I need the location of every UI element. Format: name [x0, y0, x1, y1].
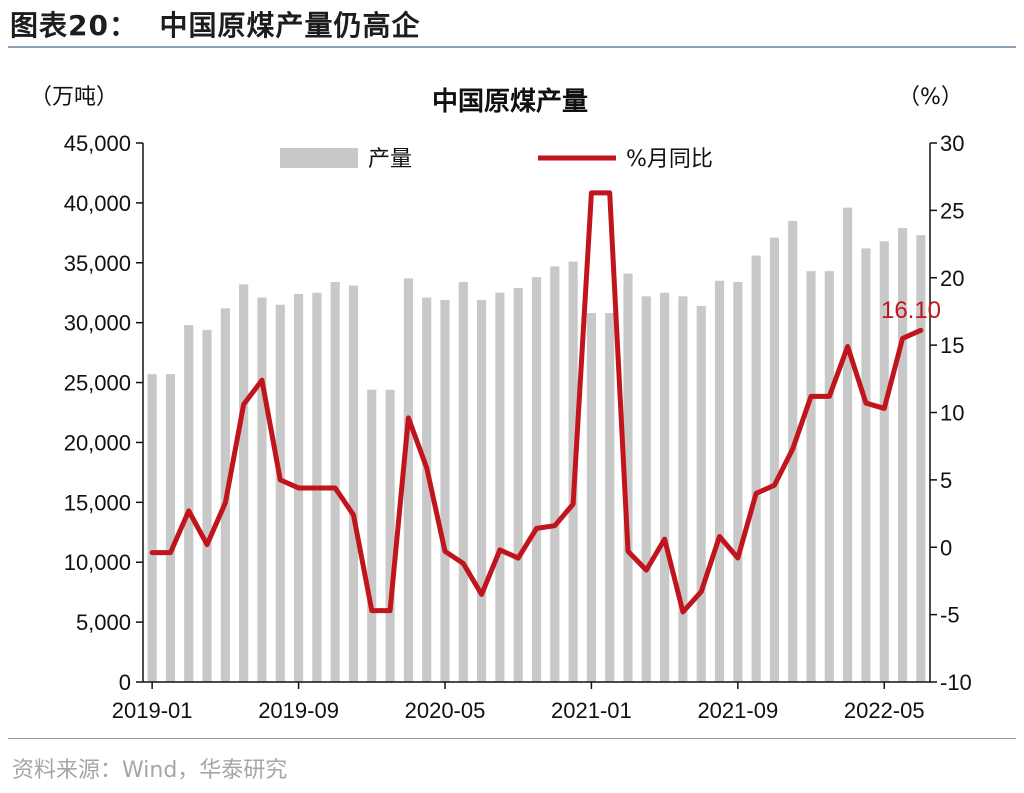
right-tick-label: 5: [940, 468, 952, 493]
x-tick-label: 2019-01: [112, 698, 193, 723]
right-tick-label: 20: [940, 266, 964, 291]
bar-2020-07: [477, 299, 487, 682]
legend-label-output: 产量: [368, 147, 412, 172]
left-tick-label: 25,000: [64, 371, 131, 396]
bar-2022-06: [897, 228, 908, 683]
bar-2022-03: [843, 207, 853, 682]
legend-label-yoy: %月同比: [626, 147, 713, 172]
x-tick-label: 2020-05: [405, 698, 486, 723]
line-series: [149, 190, 924, 615]
legend: 产量 %月同比: [280, 147, 713, 172]
bar-2021-03: [623, 273, 633, 682]
right-tick-label: 0: [940, 535, 952, 560]
bar-2020-08: [495, 292, 505, 682]
bar-2022-07: [916, 235, 926, 683]
bar-2021-05: [660, 292, 670, 682]
left-tick-label: 10,000: [64, 550, 131, 575]
bar-2019-04: [202, 329, 212, 682]
bar-2020-04: [422, 297, 432, 682]
right-tick-label: 10: [940, 401, 964, 426]
left-tick-label: 15,000: [64, 490, 131, 515]
left-axis-unit: （万吨）: [30, 85, 118, 110]
bar-2019-01: [147, 374, 157, 682]
bar-2019-07: [257, 297, 267, 682]
x-tick-label: 2021-01: [551, 698, 632, 723]
bar-2021-02: [605, 313, 615, 682]
source-divider: [8, 738, 1016, 739]
bar-2020-01: [367, 389, 377, 682]
x-tick-label: 2019-09: [258, 698, 339, 723]
bar-2019-02: [165, 374, 176, 682]
left-tick-label: 20,000: [64, 430, 131, 455]
right-tick-label: 25: [940, 198, 964, 223]
yoy-line: [149, 190, 924, 615]
bar-2021-08: [714, 280, 725, 682]
bar-2019-11: [330, 281, 340, 682]
left-tick-label: 35,000: [64, 251, 131, 276]
bar-2022-05: [879, 241, 889, 682]
left-tick-label: 5,000: [76, 610, 131, 635]
right-axis-unit: （%）: [898, 85, 963, 110]
bar-2020-11: [550, 266, 560, 682]
right-tick-label: -10: [940, 670, 972, 695]
left-tick-label: 40,000: [64, 191, 131, 216]
chart-title: 中国原煤产量: [432, 87, 588, 117]
left-tick-label: 0: [119, 670, 131, 695]
bar-2019-06: [239, 284, 249, 682]
bar-2020-03: [403, 278, 413, 682]
right-tick-label: 15: [940, 333, 964, 358]
bar-2021-10: [751, 255, 761, 682]
figure-title: 图表20： 中国原煤产量仍高企: [10, 9, 421, 42]
x-tick-label: 2022-05: [844, 698, 925, 723]
bar-2020-02: [385, 389, 395, 682]
bar-2020-06: [458, 281, 468, 682]
right-tick-label: -5: [940, 603, 960, 628]
title-divider: [8, 46, 1016, 48]
legend-swatch-output: [280, 148, 358, 168]
x-tick-label: 2021-09: [697, 698, 778, 723]
left-tick-label: 45,000: [64, 131, 131, 156]
bar-2021-06: [678, 296, 688, 682]
bar-2021-01: [586, 313, 596, 682]
bar-2021-11: [769, 237, 779, 682]
bar-2022-04: [861, 248, 871, 682]
bar-2020-09: [513, 287, 523, 682]
bar-2020-05: [440, 299, 450, 682]
bar-2021-07: [696, 305, 706, 682]
bar-2019-12: [348, 285, 359, 682]
bar-2020-10: [531, 277, 542, 682]
left-tick-label: 30,000: [64, 311, 131, 336]
bar-2022-01: [806, 271, 816, 682]
bar-2021-09: [733, 281, 743, 682]
last-value-label: 16.10: [881, 297, 941, 324]
bar-2019-08: [275, 304, 285, 682]
coal-output-chart: 中国原煤产量 （万吨） （%） 0 5,000 10,000 15,000 20,000…: [30, 85, 972, 723]
bar-2022-02: [824, 271, 834, 682]
bar-series: [147, 207, 926, 683]
axes: 0 5,000 10,000 15,000 20,000 25,000 30,000 35,0…: [64, 131, 972, 723]
source-note: 资料来源：Wind，华泰研究: [12, 758, 288, 783]
right-tick-label: 30: [940, 131, 964, 156]
bar-2019-03: [184, 325, 194, 682]
bar-2021-04: [641, 296, 651, 682]
